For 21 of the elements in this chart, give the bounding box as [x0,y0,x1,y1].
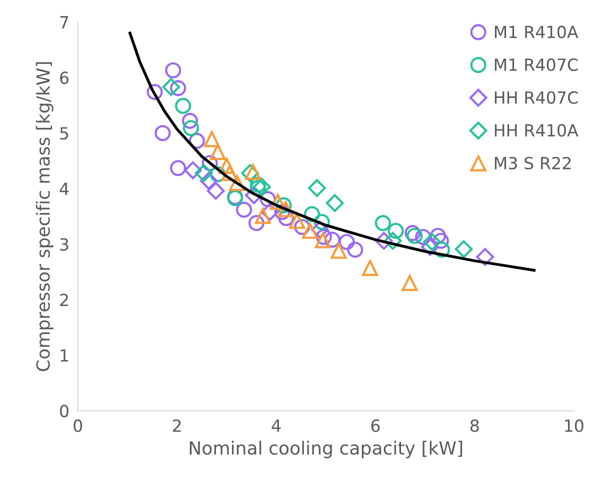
x-tick-label: 6 [371,419,380,432]
y-tick-label: 1 [60,349,68,362]
x-tick-label: 10 [565,419,584,432]
y-tick-label: 6 [60,72,68,84]
y-axis-title: Compressor specific mass [kg/kW] [36,62,54,372]
x-tick-label: 2 [172,419,181,432]
legend-label: M3 S R22 [494,156,571,170]
x-tick-label: 0 [74,419,82,432]
legend-label: M1 R407C [494,58,578,72]
legend-label: HH R410A [494,124,578,137]
legend-label: M1 R410A [494,26,578,38]
y-tick-label: 0 [60,404,68,418]
x-tick-label: 8 [470,419,479,432]
y-tick-label: 3 [60,238,68,251]
y-tick-label: 5 [60,127,68,140]
y-tick-label: 7 [60,16,68,28]
y-tick-label: 4 [60,182,69,195]
legend-label: HH R407C [494,91,578,104]
y-tick-label: 2 [60,294,68,306]
x-tick-label: 4 [272,420,281,432]
x-axis-title: Nominal cooling capacity [kW] [190,440,462,458]
